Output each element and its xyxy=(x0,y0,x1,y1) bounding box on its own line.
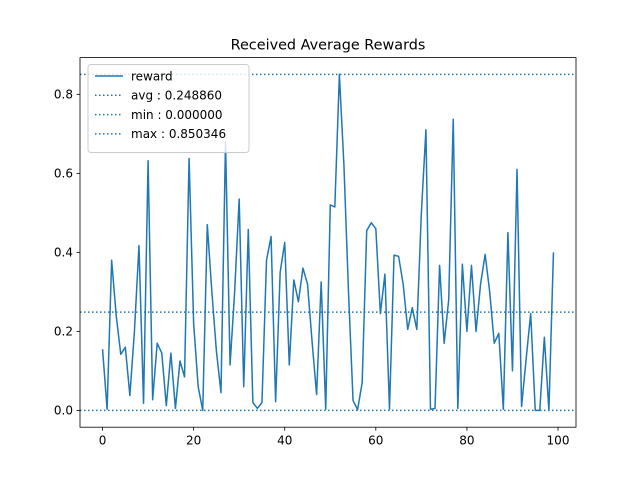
y-tick-label: 0.2 xyxy=(54,325,73,339)
series-lines xyxy=(101,73,555,412)
x-tick-label: 100 xyxy=(547,434,570,448)
legend-label: min : 0.000000 xyxy=(131,108,223,122)
x-tick-label: 40 xyxy=(277,434,292,448)
x-tick-label: 0 xyxy=(99,434,107,448)
legend-label: avg : 0.248860 xyxy=(131,89,222,103)
y-tick-label: 0.6 xyxy=(54,167,73,181)
legend-label: max : 0.850346 xyxy=(131,127,226,141)
x-tick-label: 20 xyxy=(186,434,201,448)
legend-box xyxy=(87,64,250,153)
y-tick-label: 0.8 xyxy=(54,88,73,102)
y-tick-label: 0.0 xyxy=(54,404,73,418)
y-axis: 0.0 0.2 0.4 0.6 0.8 xyxy=(54,88,80,418)
legend: reward avg : 0.248860 min : 0.000000 max : … xyxy=(87,64,250,153)
plot-frame xyxy=(79,57,577,428)
x-tick-label: 80 xyxy=(459,434,474,448)
series-line-0 xyxy=(101,73,555,412)
x-tick-label: 60 xyxy=(368,434,383,448)
x-axis: 0 20 40 60 80 100 xyxy=(99,427,570,448)
y-tick-label: 0.4 xyxy=(54,246,73,260)
legend-label: reward xyxy=(131,69,173,83)
chart-title: Received Average Rewards xyxy=(231,38,426,54)
